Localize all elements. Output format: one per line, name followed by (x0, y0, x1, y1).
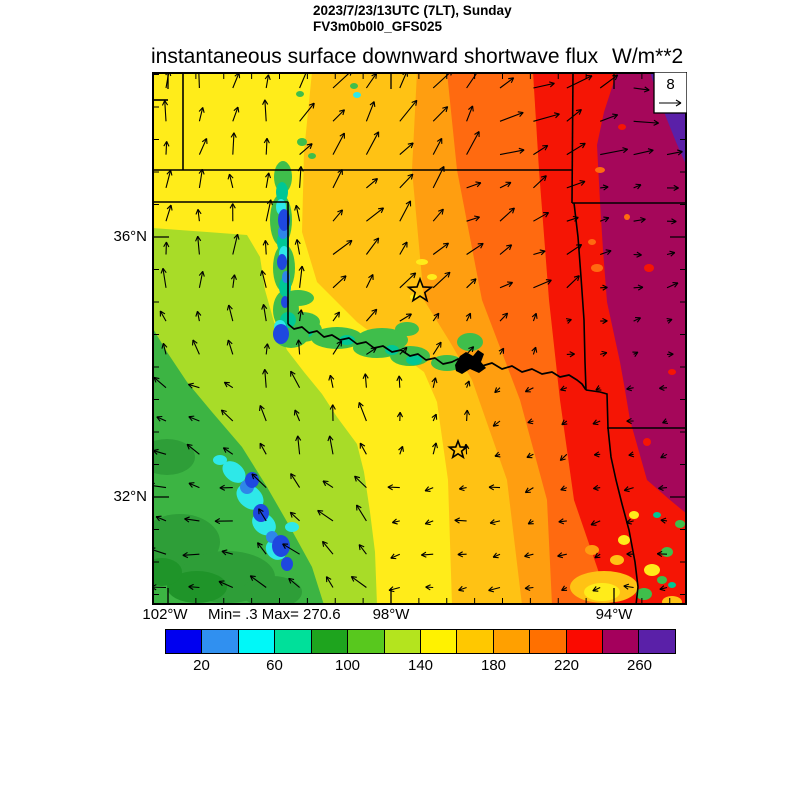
colorbar-segment (420, 630, 458, 653)
colorbar-segment (311, 630, 349, 653)
flux-blob (406, 355, 422, 365)
state-border (571, 72, 574, 204)
lon-label-94w: 94°W (595, 606, 633, 623)
flux-blob (339, 335, 355, 345)
flux-blob (661, 547, 673, 557)
colorbar-tick-label: 140 (407, 657, 434, 674)
reference-vector-value: 8 (666, 76, 674, 93)
flux-blob (308, 153, 316, 159)
flux-blob (618, 124, 626, 130)
colorbar-segment (384, 630, 421, 653)
map-frame (152, 72, 687, 605)
flux-blob (653, 512, 661, 518)
flux-blob (385, 345, 399, 355)
flux-blob (152, 558, 182, 586)
city-star-marker (406, 276, 434, 303)
lon-label-102w: 102°W (142, 606, 188, 623)
colorbar-segment (202, 630, 239, 653)
flux-blob (242, 576, 302, 605)
flux-blob (296, 91, 304, 97)
flux-blob (675, 520, 685, 528)
flux-blob (285, 522, 299, 532)
flux-band (597, 72, 687, 514)
flux-blob (584, 583, 620, 601)
colorbar-segments (166, 630, 675, 653)
flux-blob (282, 290, 314, 306)
state-border (607, 427, 639, 605)
colorbar-segment (348, 630, 385, 653)
map-canvas: 8 (152, 71, 688, 605)
flux-blob (281, 296, 289, 308)
flux-blob (278, 209, 290, 231)
flux-blob (273, 324, 289, 344)
flux-blob (152, 439, 195, 475)
red-river (287, 323, 587, 391)
colorbar-segment (238, 630, 276, 653)
colorbar-segment (493, 630, 531, 653)
flux-blob (610, 555, 624, 565)
flux-blob (662, 596, 682, 605)
colorbar-tick-label: 260 (626, 657, 653, 674)
flux-blob (277, 254, 287, 270)
flux-blob (591, 264, 603, 272)
wind-vectors (152, 72, 683, 593)
model-name-line: FV3m0b0l0_GFS025 (313, 19, 443, 34)
colorbar-tick-label: 180 (480, 657, 507, 674)
colorbar-tick-label: 100 (334, 657, 361, 674)
colorbar-tick-labels: 20 60 100 140 180 220 260 (165, 657, 676, 675)
flux-blob (668, 369, 676, 375)
wind-reference-box: 8 (653, 71, 688, 114)
lake-texoma (455, 350, 486, 374)
flux-blob (276, 182, 288, 202)
flux-blob (297, 138, 307, 146)
flux-blob (356, 328, 408, 352)
plot-units-label: W/m**2 (612, 45, 684, 68)
lat-label-36n: 36°N (113, 228, 147, 245)
flux-blob (222, 461, 246, 483)
state-border (573, 202, 587, 391)
map-field (152, 72, 687, 605)
flux-blob (636, 588, 652, 600)
colorbar-tick-label: 220 (553, 657, 580, 674)
flux-blob (644, 564, 660, 576)
flux-blob (416, 259, 428, 265)
flux-blob (643, 438, 651, 446)
flux-blob (624, 214, 630, 220)
flux-blob (245, 472, 259, 488)
colorbar (165, 629, 676, 654)
flux-blob (657, 576, 667, 584)
flux-blob (427, 274, 437, 280)
lat-label-32n: 32°N (113, 488, 147, 505)
colorbar-segment (166, 630, 203, 653)
flux-blob (350, 83, 358, 89)
flux-blob (281, 557, 293, 571)
minmax-stats: Min= .3 Max= 270.6 (208, 606, 341, 623)
colorbar-segment (530, 630, 567, 653)
flux-blob (353, 92, 361, 98)
colorbar-segment (275, 630, 312, 653)
state-border (585, 389, 609, 429)
flux-blob (595, 167, 605, 173)
lon-label-98w: 98°W (372, 606, 410, 623)
flux-blob (668, 582, 676, 588)
flux-blob (213, 455, 227, 465)
flux-blob (618, 535, 630, 545)
flux-map-plot: 8 (152, 71, 688, 605)
colorbar-segment (639, 630, 675, 653)
plot-title: instantaneous surface downward shortwave… (151, 45, 599, 68)
colorbar-segment (457, 630, 494, 653)
flux-blob (629, 511, 639, 519)
flux-blob (272, 535, 290, 557)
plot-header: 2023/7/23/13UTC (7LT), Sunday FV3m0b0l0_… (313, 3, 512, 35)
colorbar-tick-label: 60 (266, 657, 283, 674)
colorbar-segment (566, 630, 604, 653)
flux-blob (457, 333, 483, 351)
flux-blob (644, 264, 654, 272)
flux-blob (588, 239, 596, 245)
colorbar-tick-label: 20 (193, 657, 210, 674)
city-star-marker (447, 438, 469, 460)
valid-time-line: 2023/7/23/13UTC (7LT), Sunday (313, 3, 512, 18)
colorbar-segment (603, 630, 640, 653)
flux-blob (585, 545, 599, 555)
